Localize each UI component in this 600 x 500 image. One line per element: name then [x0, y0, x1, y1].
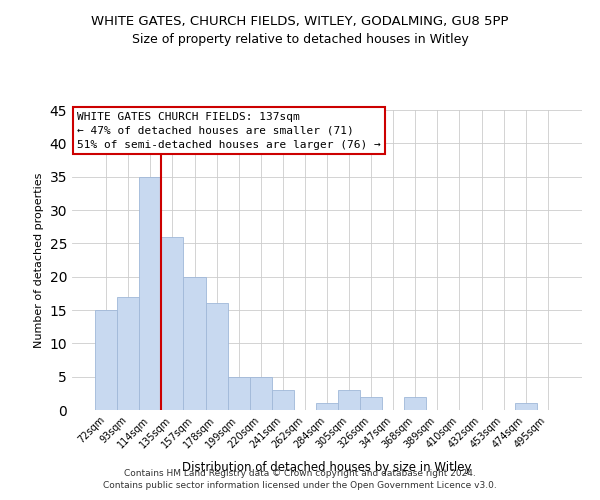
Bar: [515, 404, 537, 410]
Bar: [184, 276, 206, 410]
Bar: [206, 304, 227, 410]
Bar: [404, 396, 427, 410]
Bar: [95, 310, 117, 410]
Bar: [338, 390, 360, 410]
Bar: [360, 396, 382, 410]
Bar: [227, 376, 250, 410]
Text: WHITE GATES, CHURCH FIELDS, WITLEY, GODALMING, GU8 5PP: WHITE GATES, CHURCH FIELDS, WITLEY, GODA…: [91, 15, 509, 28]
Text: WHITE GATES CHURCH FIELDS: 137sqm
← 47% of detached houses are smaller (71)
51% : WHITE GATES CHURCH FIELDS: 137sqm ← 47% …: [77, 112, 381, 150]
Bar: [139, 176, 161, 410]
Bar: [161, 236, 184, 410]
Text: Contains HM Land Registry data © Crown copyright and database right 2024.
Contai: Contains HM Land Registry data © Crown c…: [103, 468, 497, 490]
X-axis label: Distribution of detached houses by size in Witley: Distribution of detached houses by size …: [182, 461, 472, 474]
Bar: [316, 404, 338, 410]
Bar: [250, 376, 272, 410]
Text: Size of property relative to detached houses in Witley: Size of property relative to detached ho…: [131, 32, 469, 46]
Bar: [117, 296, 139, 410]
Bar: [272, 390, 294, 410]
Y-axis label: Number of detached properties: Number of detached properties: [34, 172, 44, 348]
